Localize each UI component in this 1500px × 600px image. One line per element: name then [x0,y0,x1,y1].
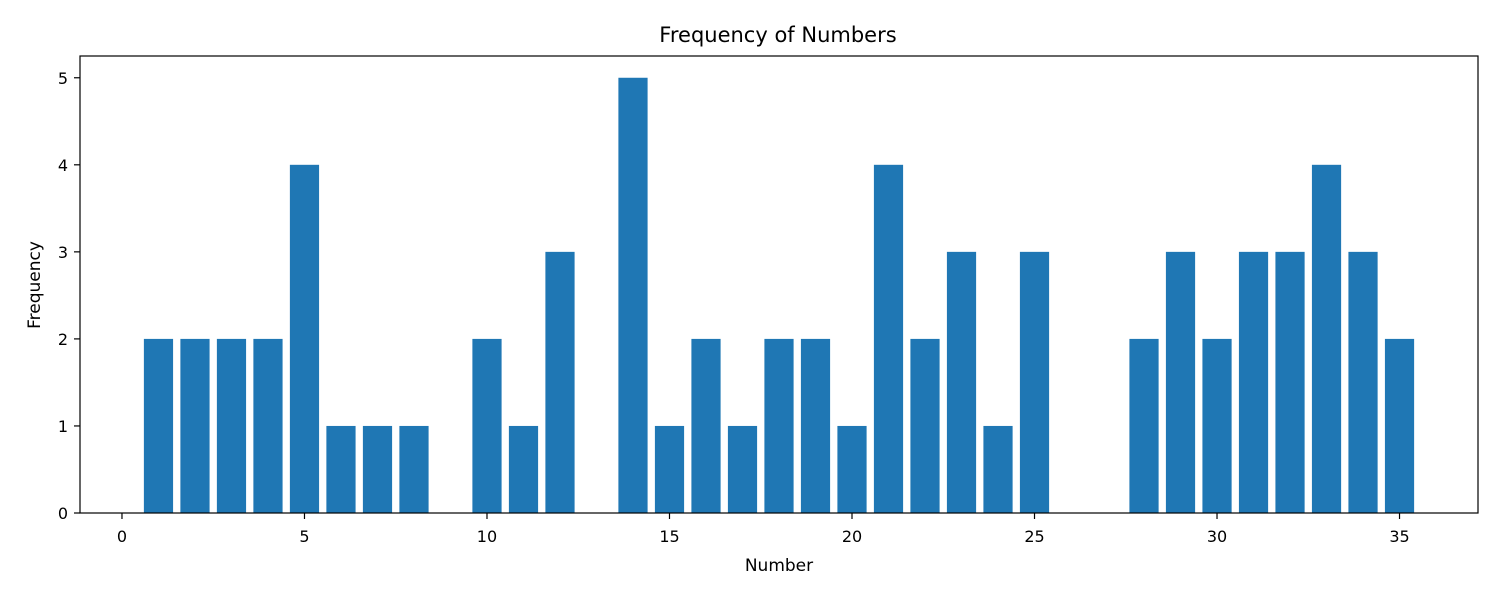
y-tick-label: 5 [58,69,68,88]
bar-19 [800,338,831,513]
x-tick-label: 10 [477,527,497,546]
bar-16 [691,338,721,513]
y-axis-label: Frequency [25,241,45,329]
bar-34 [1348,251,1378,514]
bar-17 [727,425,758,513]
bar-1 [143,338,174,513]
bar-29 [1165,251,1196,514]
x-tick-label: 25 [1024,527,1044,546]
chart-title: Frequency of Numbers [659,23,896,47]
bar-5 [289,164,320,513]
bar-12 [545,251,575,514]
y-tick-label: 2 [58,330,68,349]
bar-4 [253,338,283,513]
bar-11 [508,425,539,513]
bar-15 [654,425,685,513]
bar-31 [1238,251,1269,514]
x-tick-label: 30 [1207,527,1227,546]
x-axis-label: Number [745,556,813,576]
y-tick-label: 0 [58,504,68,523]
bar-10 [472,338,502,513]
bar-2 [180,338,210,513]
bar-30 [1202,338,1232,513]
bar-18 [764,338,794,513]
bar-21 [873,164,904,513]
y-axis-ticks: 0 1 2 3 4 5 [58,69,80,523]
bar-22 [910,338,940,513]
bar-20 [837,425,867,513]
bar-8 [399,425,429,513]
x-tick-label: 0 [117,527,127,546]
x-tick-label: 5 [299,527,309,546]
x-axis-ticks: 0 5 10 15 20 25 30 35 [117,513,1410,546]
bar-6 [326,425,356,513]
bar-33 [1311,164,1342,513]
x-tick-label: 35 [1389,527,1409,546]
bars-group [143,77,1415,514]
plot-frame [79,55,1479,514]
bar-25 [1019,251,1050,514]
bar-3 [216,338,247,513]
bar-32 [1275,251,1305,514]
x-tick-label: 20 [842,527,862,546]
y-tick-label: 1 [58,417,68,436]
y-tick-label: 3 [58,243,68,262]
bar-24 [983,425,1013,513]
bar-14 [618,77,648,513]
bar-35 [1384,338,1415,513]
x-tick-label: 15 [659,527,679,546]
bar-28 [1129,338,1159,513]
bar-23 [946,251,977,514]
bar-7 [362,425,393,513]
y-tick-label: 4 [58,156,68,175]
